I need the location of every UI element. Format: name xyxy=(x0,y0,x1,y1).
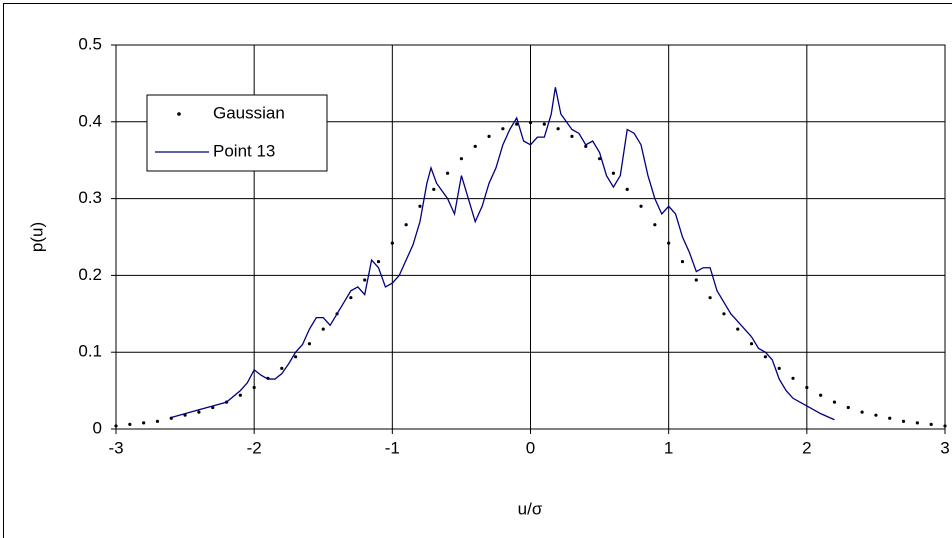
legend-label: Point 13 xyxy=(213,141,275,160)
gaussian-dot xyxy=(805,385,809,390)
series-line xyxy=(171,87,835,421)
gaussian-dot xyxy=(363,278,367,282)
gaussian-dot xyxy=(528,120,533,125)
gaussian-dot xyxy=(708,296,712,300)
gaussian-dot xyxy=(722,312,726,316)
legend-label: Gaussian xyxy=(213,103,285,122)
x-tick-label: -2 xyxy=(247,438,262,457)
gaussian-dot xyxy=(280,366,284,370)
y-tick-label: 0.5 xyxy=(78,34,102,53)
gaussian-dot xyxy=(763,355,767,359)
y-axis-label: p(u) xyxy=(27,222,46,252)
gaussian-dot xyxy=(404,223,408,227)
gaussian-dot xyxy=(542,122,546,126)
gaussian-dot xyxy=(611,171,616,175)
y-tick-label: 0.3 xyxy=(78,188,102,207)
gaussian-dot xyxy=(473,144,477,148)
y-tick-label: 0 xyxy=(93,418,102,437)
gaussian-dot xyxy=(915,421,919,425)
gaussian-dot xyxy=(777,366,781,370)
gaussian-dot xyxy=(294,355,298,359)
gaussian-dot xyxy=(128,422,132,426)
gaussian-dot xyxy=(238,393,242,397)
gaussian-dot xyxy=(694,278,698,282)
legend-marker xyxy=(177,112,181,116)
gaussian-dot xyxy=(901,419,906,423)
x-tick-label: 0 xyxy=(526,438,535,457)
gaussian-dot xyxy=(929,422,933,426)
gaussian-dot xyxy=(653,223,657,227)
y-tick-label: 0.1 xyxy=(78,342,102,361)
gaussian-dot xyxy=(142,421,146,425)
gaussian-dot xyxy=(791,376,795,380)
gaussian-dot xyxy=(888,416,892,420)
gaussian-dot xyxy=(321,327,325,331)
gaussian-dot xyxy=(597,157,602,161)
gaussian-dot xyxy=(680,259,685,264)
x-axis-label: u/σ xyxy=(518,499,543,518)
gaussian-dot xyxy=(667,241,671,245)
gaussian-dot xyxy=(639,204,643,208)
gaussian-dot xyxy=(114,424,118,428)
gaussian-dot xyxy=(819,393,823,397)
gaussian-dot xyxy=(418,204,422,208)
x-tick-label: -1 xyxy=(385,438,400,457)
x-tick-label: 3 xyxy=(940,438,949,457)
gaussian-dot xyxy=(252,385,256,390)
gaussian-dot xyxy=(459,157,464,161)
gaussian-dot xyxy=(874,413,878,417)
gaussian-dot xyxy=(556,127,560,131)
gaussian-dot xyxy=(390,241,394,245)
x-tick-label: -3 xyxy=(108,438,123,457)
y-tick-label: 0.2 xyxy=(78,265,102,284)
gaussian-dot xyxy=(307,342,312,346)
y-tick-label: 0.4 xyxy=(78,111,102,130)
gaussian-dot xyxy=(197,410,201,414)
gaussian-dot xyxy=(501,127,505,131)
gaussian-dot xyxy=(749,342,754,346)
gaussian-dot xyxy=(376,259,381,264)
gaussian-dot xyxy=(349,296,353,300)
gaussian-dot xyxy=(446,171,450,175)
gaussian-dot xyxy=(943,424,947,428)
gaussian-dot xyxy=(570,134,574,138)
gaussian-dot xyxy=(625,187,629,191)
gaussian-dot xyxy=(736,327,740,331)
gaussian-dot xyxy=(860,410,864,414)
gaussian-dot xyxy=(515,122,519,126)
gaussian-dot xyxy=(155,419,160,423)
gaussian-dot xyxy=(487,134,491,138)
legend-box xyxy=(146,94,328,172)
gaussian-dot xyxy=(584,144,588,148)
gaussian-dot xyxy=(846,405,850,410)
gaussian-dot xyxy=(832,400,837,404)
gaussian-dot xyxy=(432,187,436,191)
x-tick-label: 1 xyxy=(664,438,673,457)
x-tick-label: 2 xyxy=(802,438,811,457)
